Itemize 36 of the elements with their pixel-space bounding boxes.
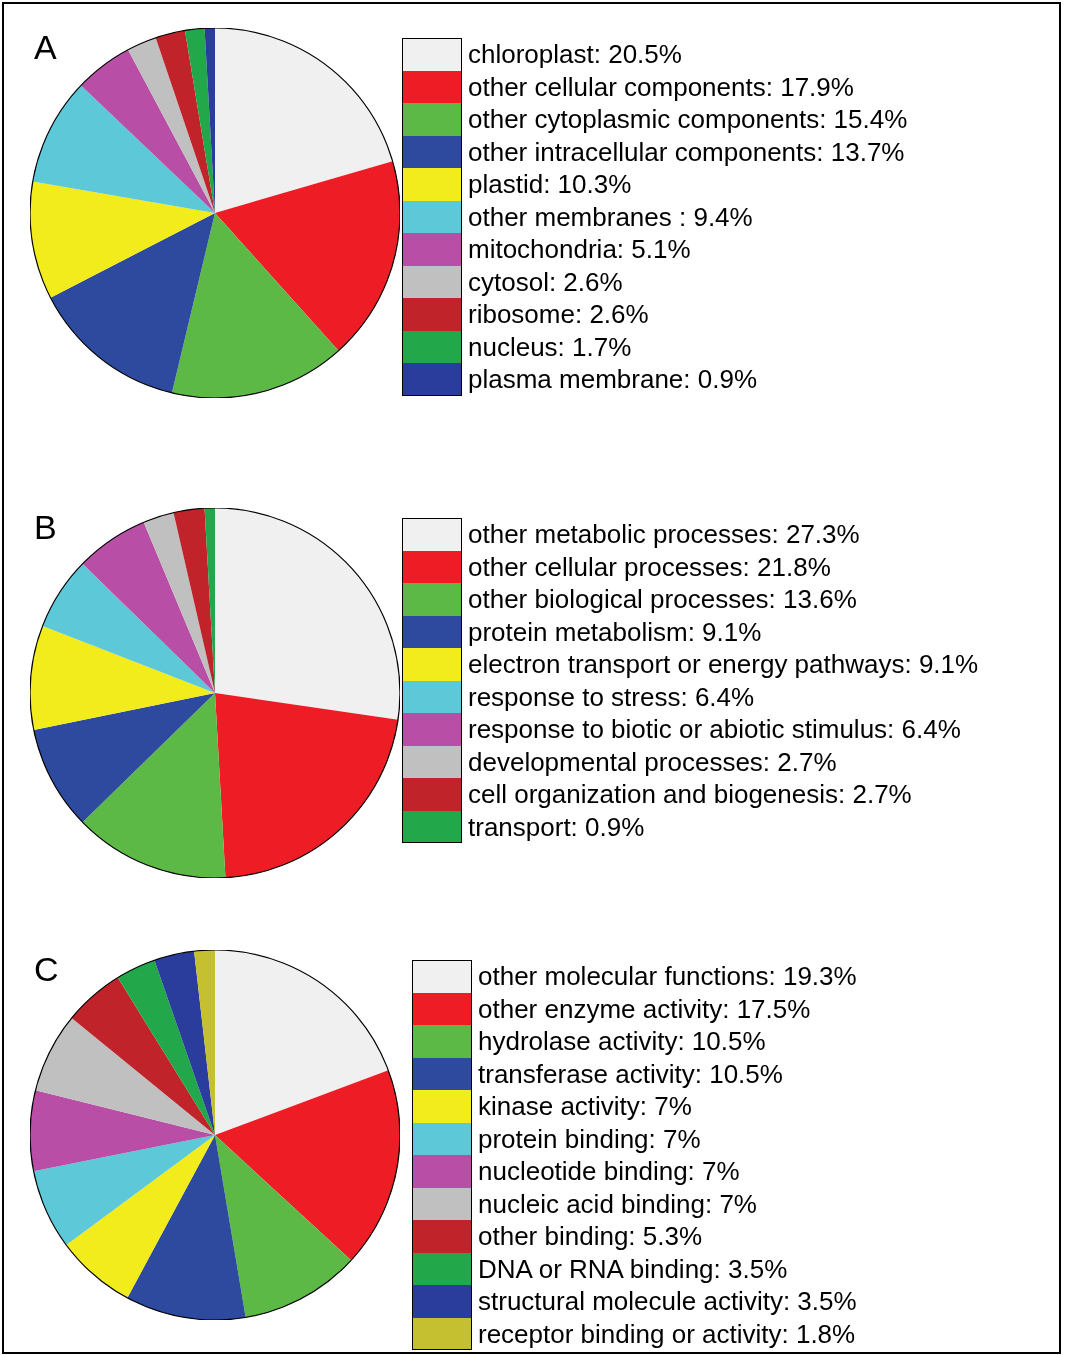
- legend-label: other cellular processes: 21.8%: [468, 550, 831, 583]
- legend-label: electron transport or energy pathways: 9.1%: [468, 648, 979, 681]
- legend-label: protein binding: 7%: [478, 1122, 701, 1155]
- legend-label: other molecular functions: 19.3%: [478, 960, 857, 993]
- legend-label: ribosome: 2.6%: [468, 298, 649, 331]
- legend-label: receptor binding or activity: 1.8%: [478, 1317, 856, 1350]
- legend-label: other enzyme activity: 17.5%: [478, 992, 811, 1025]
- legend-label: other cytoplasmic components: 15.4%: [468, 103, 908, 136]
- legend-label: mitochondria: 5.1%: [468, 233, 691, 266]
- legend-label: nucleic acid binding: 7%: [478, 1187, 757, 1220]
- legend-label: nucleotide binding: 7%: [478, 1155, 740, 1188]
- legend-label: plasma membrane: 0.9%: [468, 363, 758, 396]
- legend-label: nucleus: 1.7%: [468, 330, 632, 363]
- chart-title: C: [34, 950, 59, 989]
- legend-label: plastid: 10.3%: [468, 168, 632, 201]
- chart-title: B: [34, 508, 57, 547]
- legend-label: transferase activity: 10.5%: [478, 1057, 783, 1090]
- legend-label: hydrolase activity: 10.5%: [478, 1025, 766, 1058]
- chart-title: A: [34, 28, 57, 67]
- legend-label: other cellular components: 17.9%: [468, 70, 854, 103]
- legend-label: other intracellular components: 13.7%: [468, 135, 905, 168]
- legend-label: chloroplast: 20.5%: [468, 38, 682, 71]
- legend-label: response to stress: 6.4%: [468, 680, 755, 713]
- legend-label: structural molecule activity: 3.5%: [478, 1285, 857, 1318]
- legend-label: other metabolic processes: 27.3%: [468, 518, 860, 551]
- legend-label: cell organization and biogenesis: 2.7%: [468, 778, 912, 811]
- legend-label: developmental processes: 2.7%: [468, 745, 837, 778]
- legend-label: cytosol: 2.6%: [468, 265, 623, 298]
- legend-label: response to biotic or abiotic stimulus: 6.4%: [468, 713, 961, 746]
- legend-label: protein metabolism: 9.1%: [468, 615, 762, 648]
- legend-label: other biological processes: 13.6%: [468, 583, 857, 616]
- legend-label: transport: 0.9%: [468, 810, 645, 843]
- legend-label: kinase activity: 7%: [478, 1090, 692, 1123]
- legend-label: other membranes : 9.4%: [468, 200, 753, 233]
- legend-label: DNA or RNA binding: 3.5%: [478, 1252, 788, 1285]
- legend-label: other binding: 5.3%: [478, 1220, 703, 1253]
